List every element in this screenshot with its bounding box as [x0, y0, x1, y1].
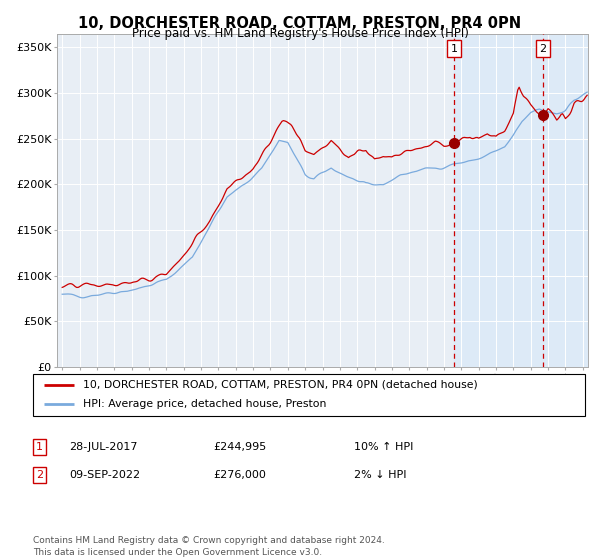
Text: 2: 2 — [539, 44, 546, 54]
Text: 10, DORCHESTER ROAD, COTTAM, PRESTON, PR4 0PN (detached house): 10, DORCHESTER ROAD, COTTAM, PRESTON, PR… — [83, 380, 478, 390]
Text: Contains HM Land Registry data © Crown copyright and database right 2024.
This d: Contains HM Land Registry data © Crown c… — [33, 536, 385, 557]
Text: Price paid vs. HM Land Registry's House Price Index (HPI): Price paid vs. HM Land Registry's House … — [131, 27, 469, 40]
Text: 2% ↓ HPI: 2% ↓ HPI — [354, 470, 407, 480]
Bar — [454, 34, 590, 367]
Text: 2: 2 — [36, 470, 43, 480]
Text: 10% ↑ HPI: 10% ↑ HPI — [354, 442, 413, 452]
Text: 28-JUL-2017: 28-JUL-2017 — [69, 442, 137, 452]
Text: HPI: Average price, detached house, Preston: HPI: Average price, detached house, Pres… — [83, 399, 326, 409]
Text: 1: 1 — [36, 442, 43, 452]
Text: 09-SEP-2022: 09-SEP-2022 — [69, 470, 140, 480]
Text: 1: 1 — [451, 44, 457, 54]
Text: 10, DORCHESTER ROAD, COTTAM, PRESTON, PR4 0PN: 10, DORCHESTER ROAD, COTTAM, PRESTON, PR… — [79, 16, 521, 31]
Text: £244,995: £244,995 — [213, 442, 266, 452]
Text: £276,000: £276,000 — [213, 470, 266, 480]
